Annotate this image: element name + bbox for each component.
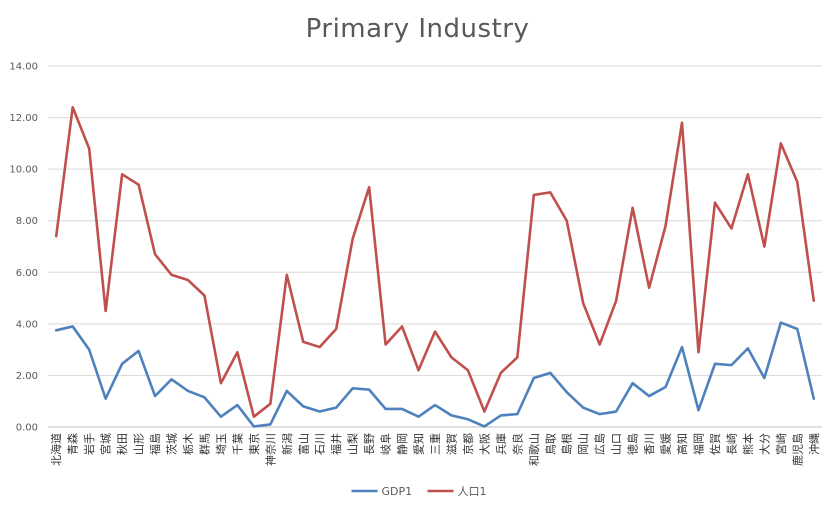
x-tick-label: 岩手 [82,433,96,455]
x-tick-label: 秋田 [115,433,129,455]
x-tick-label: 青森 [66,433,80,455]
x-tick-label: 長野 [363,433,376,455]
x-tick-label: 兵庫 [494,433,508,455]
x-tick-label: 香川 [643,433,656,455]
y-tick-label: 0.00 [16,423,38,434]
x-tick-label: 岐阜 [380,433,393,455]
x-tick-label: 長崎 [724,433,738,455]
x-tick-label: 愛媛 [659,433,673,455]
x-tick-label: 岡山 [577,433,590,455]
x-tick-label: 高知 [675,433,689,455]
x-tick-label: 三重 [428,433,442,455]
x-tick-label: 佐賀 [708,433,722,455]
x-tick-label: 鳥取 [543,433,557,455]
y-tick-label: 2.00 [16,371,38,382]
x-tick-label: 徳島 [626,433,640,455]
y-tick-label: 12.00 [9,113,38,124]
x-tick-label: 沖縄 [807,433,821,455]
x-tick-label: 熊本 [741,433,755,455]
x-tick-label: 愛知 [412,433,426,455]
x-tick-label: 静岡 [395,433,409,455]
x-tick-label: 北海道 [49,433,63,466]
x-tick-label: 広島 [593,433,607,455]
x-tick-label: 奈良 [510,433,524,455]
x-tick-label: 福島 [148,433,162,455]
x-tick-label: 宮崎 [774,433,788,455]
x-tick-label: 福井 [329,433,343,455]
x-tick-label: 富山 [296,433,310,455]
series-line-2 [54,105,816,418]
x-tick-label: 滋賀 [445,433,458,455]
x-tick-label: 埼玉 [214,433,228,455]
x-tick-label: 鹿児島 [790,433,804,466]
y-tick-label: 14.00 [9,62,38,73]
x-tick-label: 石川 [314,433,327,455]
legend-label: 人口1 [458,485,487,498]
x-tick-label: 山口 [610,433,623,455]
y-tick-label: 10.00 [9,165,38,176]
y-tick-label: 6.00 [16,268,38,279]
chart-title: Primary Industry [305,14,530,44]
x-tick-label: 宮城 [99,433,113,455]
x-tick-label: 大分 [757,433,771,455]
x-tick-label: 群馬 [197,433,211,455]
x-tick-label: 東京 [247,433,261,455]
x-tick-label: 和歌山 [527,433,541,466]
legend-label: GDP1 [382,485,413,498]
x-tick-label: 栃木 [181,433,195,455]
x-tick-label: 大阪 [477,433,491,455]
x-tick-label: 千葉 [230,433,244,455]
y-tick-label: 8.00 [16,216,38,227]
x-tick-label: 山梨 [346,433,360,455]
y-tick-label: 4.00 [16,319,38,330]
x-tick-label: 京都 [461,433,475,455]
x-tick-label: 新潟 [280,433,294,455]
x-tick-label: 茨城 [165,433,179,455]
x-tick-label: 島根 [560,433,574,455]
x-tick-label: 山形 [133,433,146,455]
x-tick-label: 福岡 [691,433,705,455]
x-tick-label: 神奈川 [263,433,277,466]
